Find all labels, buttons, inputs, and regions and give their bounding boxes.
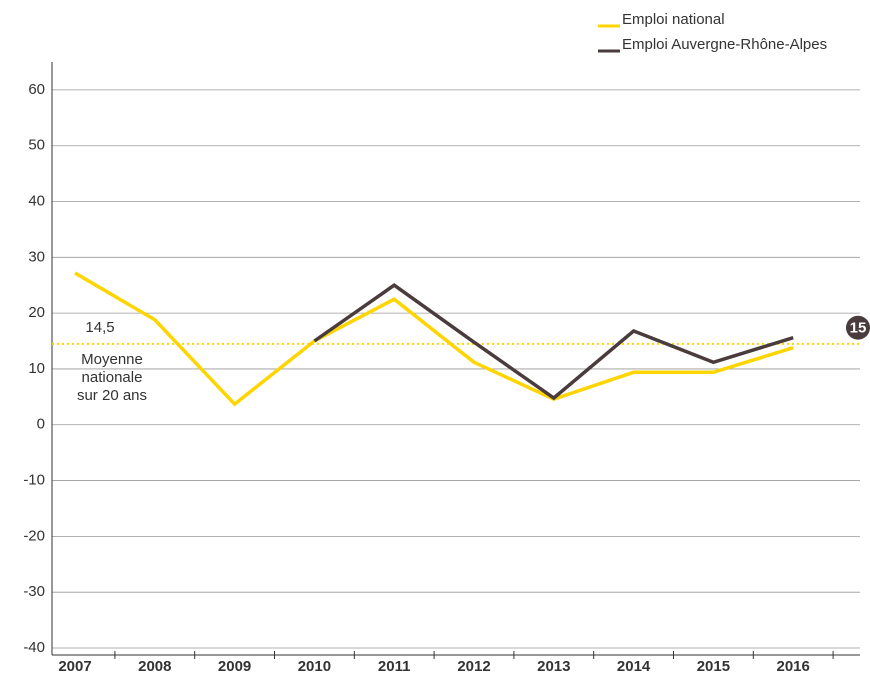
y-tick-label: -20 — [23, 527, 45, 544]
x-tick-label: 2012 — [457, 658, 490, 675]
x-tick-label: 2008 — [138, 658, 171, 675]
legend-label: Emploi Auvergne-Rhône-Alpes — [622, 36, 827, 53]
y-tick-label: -30 — [23, 583, 45, 600]
series-line — [74, 271, 794, 407]
x-tick-label: 2010 — [298, 658, 331, 675]
x-tick-label: 2014 — [617, 658, 651, 675]
reference-label: 14,5 — [85, 319, 114, 336]
legend-label: Emploi national — [622, 11, 725, 28]
reference-note: nationale — [82, 369, 143, 386]
y-tick-label: 50 — [28, 137, 45, 154]
y-tick-label: -10 — [23, 472, 45, 489]
y-tick-label: 60 — [28, 81, 45, 98]
reference-note: sur 20 ans — [77, 387, 147, 404]
y-tick-label: 30 — [28, 248, 45, 265]
x-tick-label: 2016 — [777, 658, 810, 675]
y-tick-label: -40 — [23, 639, 45, 656]
y-tick-label: 0 — [37, 416, 45, 433]
end-badge — [846, 315, 870, 340]
x-tick-label: 2007 — [58, 658, 91, 675]
end-label: 15 — [850, 320, 867, 337]
y-tick-label: 40 — [28, 192, 45, 209]
y-tick-label: 20 — [28, 304, 45, 321]
y-tick-label: 10 — [28, 360, 45, 377]
x-tick-label: 2015 — [697, 658, 730, 675]
x-tick-label: 2009 — [218, 658, 251, 675]
series-line — [313, 283, 794, 401]
x-tick-label: 2013 — [537, 658, 570, 675]
reference-note: Moyenne — [81, 351, 143, 368]
x-tick-label: 2011 — [378, 658, 411, 675]
